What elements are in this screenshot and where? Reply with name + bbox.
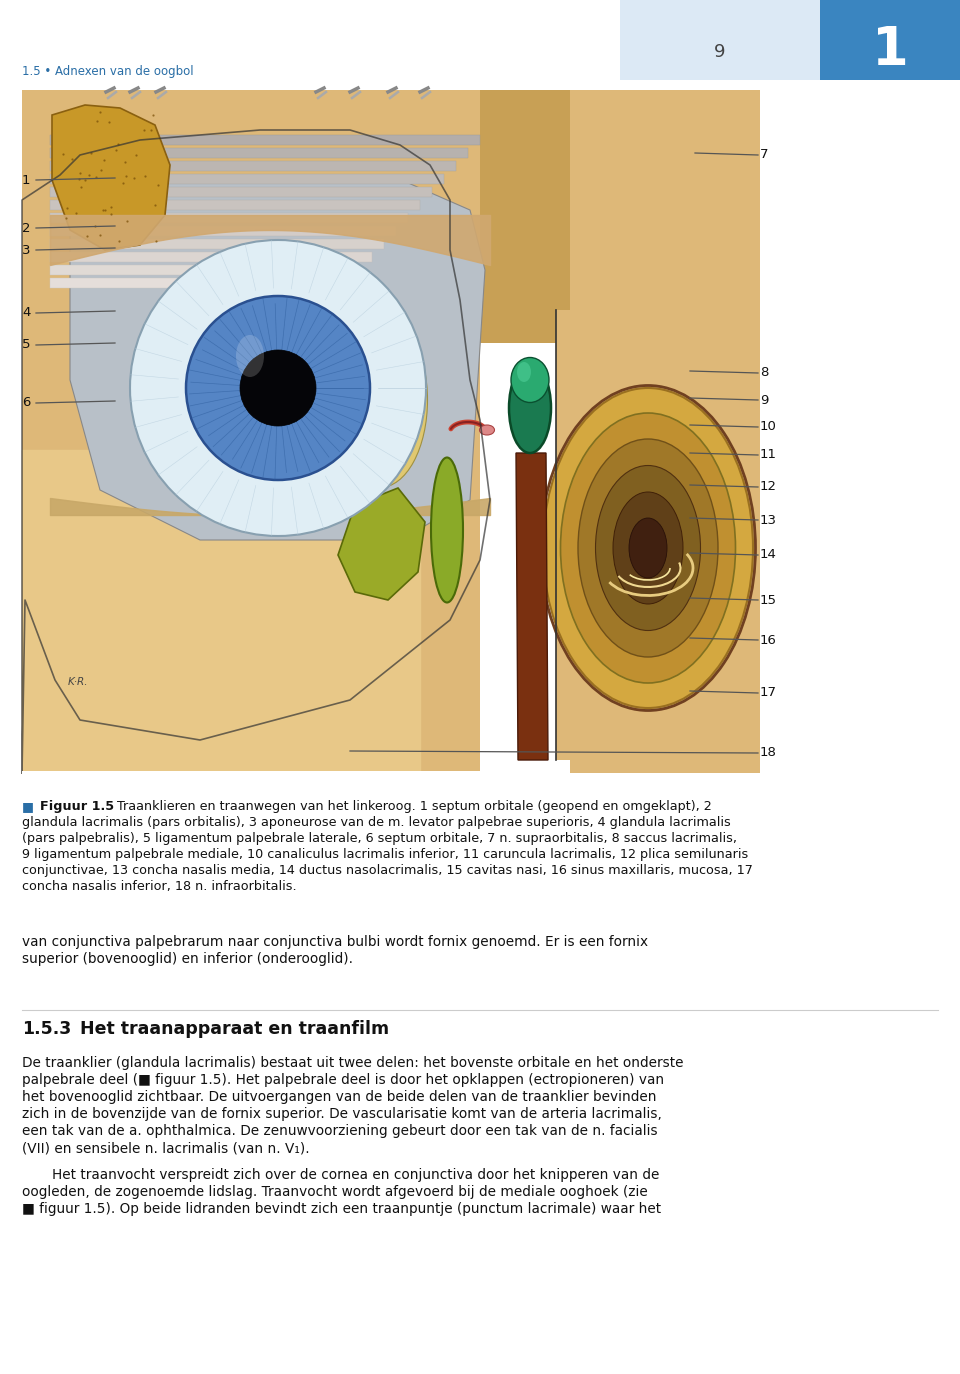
Ellipse shape (431, 458, 463, 603)
Bar (820, 0, 960, 80)
Text: superior (bovenooglid) en inferior (onderooglid).: superior (bovenooglid) en inferior (onde… (22, 952, 353, 966)
Ellipse shape (509, 363, 551, 453)
Bar (50, 239, 384, 249)
Bar (50, 174, 444, 184)
Ellipse shape (595, 466, 701, 631)
Text: (pars palpebralis), 5 ligamentum palpebrale laterale, 6 septum orbitale, 7 n. su: (pars palpebralis), 5 ligamentum palpebr… (22, 833, 737, 845)
Ellipse shape (613, 492, 683, 605)
Bar (556, 311, 760, 760)
Text: 17: 17 (760, 687, 777, 699)
Ellipse shape (578, 440, 718, 657)
Text: zich in de bovenzijde van de fornix superior. De vascularisatie komt van de arte: zich in de bovenzijde van de fornix supe… (22, 1107, 661, 1121)
Bar (50, 187, 432, 196)
Text: 11: 11 (760, 448, 777, 462)
Text: 12: 12 (760, 481, 777, 493)
Bar (50, 213, 408, 223)
Text: 15: 15 (760, 594, 777, 606)
Text: 5: 5 (22, 338, 31, 352)
Bar (50, 251, 372, 262)
Bar (50, 225, 396, 236)
Text: 10: 10 (760, 420, 777, 434)
Text: 9: 9 (714, 43, 726, 60)
Text: 14: 14 (760, 548, 777, 562)
Text: K·R.: K·R. (68, 677, 88, 687)
Bar (570, 91, 760, 774)
Circle shape (130, 240, 426, 536)
Text: (VII) en sensibele n. lacrimalis (van n. V₁).: (VII) en sensibele n. lacrimalis (van n.… (22, 1140, 310, 1156)
Text: 13: 13 (760, 514, 777, 526)
Text: De traanklier (glandula lacrimalis) bestaat uit twee delen: het bovenste orbital: De traanklier (glandula lacrimalis) best… (22, 1057, 684, 1070)
Text: 9: 9 (760, 393, 768, 407)
Ellipse shape (517, 361, 531, 382)
Ellipse shape (236, 335, 264, 376)
Text: Figuur 1.5: Figuur 1.5 (40, 800, 114, 813)
Text: oogleden, de zogenoemde lidslag. Traanvocht wordt afgevoerd bij de mediale oogho: oogleden, de zogenoemde lidslag. Traanvo… (22, 1184, 648, 1200)
Text: 8: 8 (760, 367, 768, 379)
Polygon shape (338, 488, 425, 600)
Text: Het traanapparaat en traanfilm: Het traanapparaat en traanfilm (80, 1020, 389, 1037)
Polygon shape (52, 104, 170, 250)
Text: van conjunctiva palpebrarum naar conjunctiva bulbi wordt fornix genoemd. Er is e: van conjunctiva palpebrarum naar conjunc… (22, 934, 648, 949)
Text: 9 ligamentum palpebrale mediale, 10 canaliculus lacrimalis inferior, 11 caruncul: 9 ligamentum palpebrale mediale, 10 cana… (22, 848, 748, 861)
Text: 1.5 • Adnexen van de oogbol: 1.5 • Adnexen van de oogbol (22, 66, 194, 78)
Bar (50, 148, 468, 158)
Bar (22, 771, 562, 778)
Bar (50, 135, 480, 146)
Text: 2: 2 (22, 221, 31, 235)
Text: Het traanvocht verspreidt zich over de cornea en conjunctiva door het knipperen : Het traanvocht verspreidt zich over de c… (52, 1168, 660, 1182)
Text: ■: ■ (22, 800, 34, 813)
Polygon shape (516, 453, 548, 760)
Bar (50, 265, 360, 275)
Ellipse shape (511, 357, 549, 403)
Bar (22, 91, 760, 774)
Text: palpebrale deel (■ figuur 1.5). Het palpebrale deel is door het opklappen (ectro: palpebrale deel (■ figuur 1.5). Het palp… (22, 1073, 664, 1087)
Bar (22, 91, 760, 774)
Bar (480, 91, 760, 350)
Bar (50, 278, 348, 289)
Text: Traanklieren en traanwegen van het linkeroog. 1 septum orbitale (geopend en omge: Traanklieren en traanwegen van het linke… (117, 800, 711, 813)
Ellipse shape (629, 518, 667, 578)
Text: 18: 18 (760, 746, 777, 760)
Text: concha nasalis inferior, 18 n. infraorbitalis.: concha nasalis inferior, 18 n. infraorbi… (22, 879, 297, 893)
Text: glandula lacrimalis (pars orbitalis), 3 aponeurose van de m. levator palpebrae s: glandula lacrimalis (pars orbitalis), 3 … (22, 816, 731, 829)
Ellipse shape (332, 312, 427, 488)
Polygon shape (70, 174, 485, 540)
Text: 1.5.3: 1.5.3 (22, 1020, 71, 1037)
Bar (50, 201, 420, 210)
Text: ■ figuur 1.5). Op beide lidranden bevindt zich een traanpuntje (punctum lacrimal: ■ figuur 1.5). Op beide lidranden bevind… (22, 1202, 661, 1216)
Text: 1: 1 (22, 173, 31, 187)
Bar (50, 161, 456, 170)
Bar (480, 344, 760, 774)
Text: 1: 1 (872, 23, 908, 76)
Polygon shape (22, 451, 420, 774)
Text: 3: 3 (22, 243, 31, 257)
Bar (620, 0, 820, 80)
Text: 16: 16 (760, 633, 777, 647)
Circle shape (240, 350, 316, 426)
Ellipse shape (561, 414, 735, 683)
Text: een tak van de a. ophthalmica. De zenuwvoorziening gebeurt door een tak van de n: een tak van de a. ophthalmica. De zenuwv… (22, 1124, 658, 1138)
Text: 4: 4 (22, 306, 31, 320)
Ellipse shape (543, 387, 753, 708)
Text: het bovenooglid zichtbaar. De uitvoergangen van de beide delen van de traanklier: het bovenooglid zichtbaar. De uitvoergan… (22, 1090, 657, 1103)
Ellipse shape (479, 425, 494, 436)
Circle shape (186, 295, 370, 480)
Text: 7: 7 (760, 148, 769, 162)
Text: 6: 6 (22, 397, 31, 409)
Text: conjunctivae, 13 concha nasalis media, 14 ductus nasolacrimalis, 15 cavitas nasi: conjunctivae, 13 concha nasalis media, 1… (22, 864, 753, 877)
